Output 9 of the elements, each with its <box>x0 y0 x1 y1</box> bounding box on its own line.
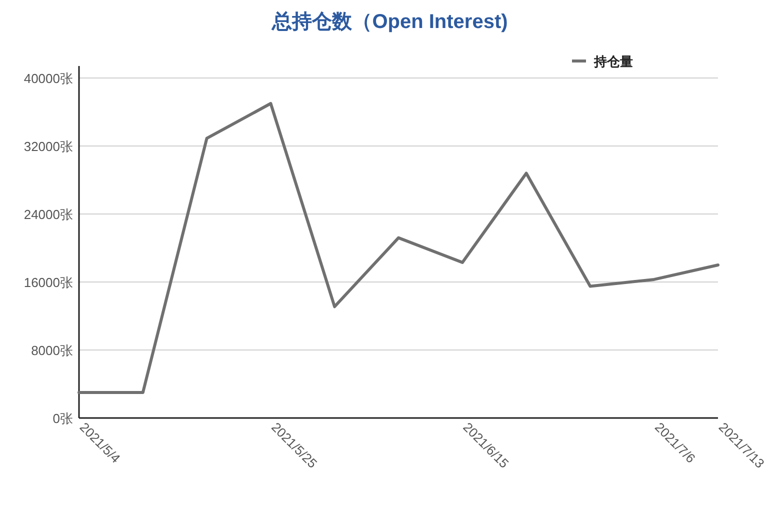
y-tick-label: 40000张 <box>24 71 73 86</box>
line-series <box>78 102 720 394</box>
y-tick-label: 32000张 <box>24 139 73 154</box>
legend-label: 持仓量 <box>593 54 633 69</box>
y-tick-label: 24000张 <box>24 207 73 222</box>
y-tick-label: 16000张 <box>24 275 73 290</box>
y-tick-label: 0张 <box>52 411 73 426</box>
y-tick-label: 8000张 <box>31 343 73 358</box>
chart-title: 总持仓数（Open Interest) <box>271 10 508 33</box>
